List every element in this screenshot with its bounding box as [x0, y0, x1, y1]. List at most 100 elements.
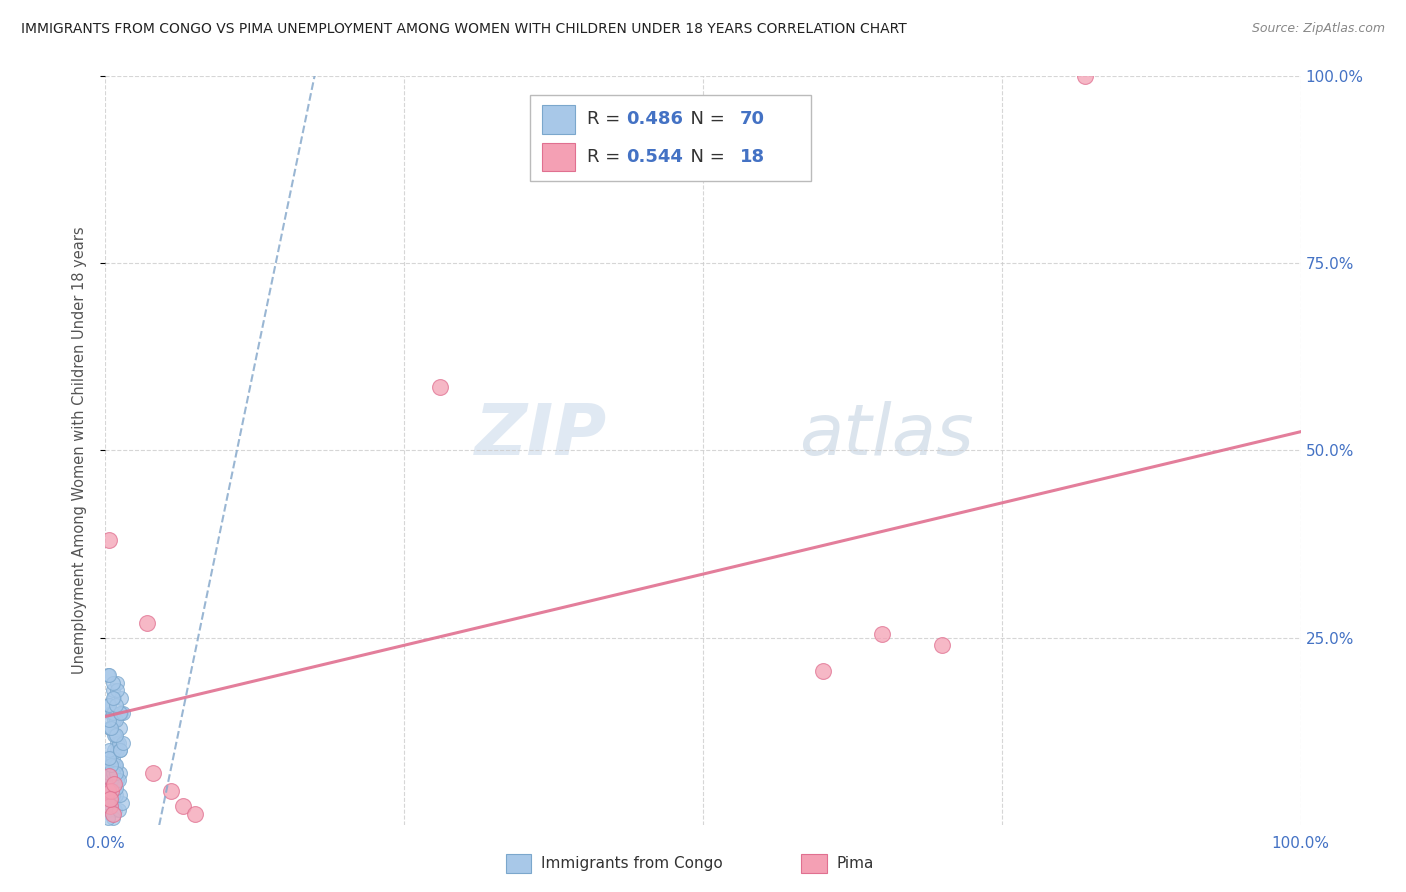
Point — [101, 690, 124, 705]
Point — [101, 750, 124, 764]
Point — [108, 706, 131, 720]
Point — [101, 811, 124, 825]
Point — [101, 765, 124, 780]
Point — [98, 773, 121, 788]
Point — [112, 736, 135, 750]
Point — [98, 750, 121, 764]
Point — [108, 765, 131, 780]
Point — [108, 743, 131, 757]
Point — [105, 758, 128, 772]
Point — [100, 796, 122, 810]
Point — [101, 758, 124, 772]
Point — [98, 792, 121, 806]
Point — [98, 769, 121, 783]
Text: Immigrants from Congo: Immigrants from Congo — [541, 856, 723, 871]
Point — [98, 750, 121, 764]
Point — [429, 380, 451, 394]
Point — [98, 698, 121, 713]
Point — [101, 788, 124, 802]
Point — [172, 799, 194, 814]
Text: 18: 18 — [740, 148, 765, 166]
Point — [107, 803, 129, 817]
Point — [98, 743, 121, 757]
Point — [100, 784, 122, 798]
Point — [142, 765, 165, 780]
Point — [104, 728, 127, 742]
FancyBboxPatch shape — [541, 105, 575, 134]
FancyBboxPatch shape — [530, 95, 810, 181]
Point — [97, 788, 120, 802]
Point — [105, 765, 128, 780]
Point — [100, 758, 122, 772]
Point — [100, 706, 122, 720]
Point — [98, 698, 121, 713]
Point — [101, 675, 124, 690]
Point — [107, 743, 129, 757]
Point — [107, 736, 129, 750]
Text: 70: 70 — [740, 111, 765, 128]
Point — [97, 811, 120, 825]
Point — [105, 765, 128, 780]
Text: 0.486: 0.486 — [627, 111, 683, 128]
Point — [98, 765, 121, 780]
Point — [97, 784, 120, 798]
Point — [108, 743, 131, 757]
Text: IMMIGRANTS FROM CONGO VS PIMA UNEMPLOYMENT AMONG WOMEN WITH CHILDREN UNDER 18 YE: IMMIGRANTS FROM CONGO VS PIMA UNEMPLOYME… — [21, 22, 907, 37]
Point — [105, 698, 128, 713]
Point — [97, 796, 120, 810]
Point — [108, 788, 131, 802]
Point — [98, 765, 121, 780]
Point — [105, 728, 128, 742]
Point — [98, 780, 121, 795]
Text: atlas: atlas — [799, 401, 973, 470]
Point — [107, 683, 129, 698]
Point — [98, 533, 121, 548]
Text: R =: R = — [588, 148, 626, 166]
Text: 0.544: 0.544 — [627, 148, 683, 166]
Point — [184, 806, 207, 821]
Point — [107, 773, 129, 788]
Point — [107, 736, 129, 750]
Point — [107, 773, 129, 788]
Point — [98, 780, 121, 795]
Point — [98, 799, 121, 814]
Point — [98, 713, 121, 727]
Point — [103, 743, 125, 757]
Point — [98, 668, 121, 682]
Point — [103, 690, 125, 705]
Point — [811, 665, 834, 679]
Point — [931, 638, 953, 652]
Text: Pima: Pima — [837, 856, 875, 871]
Point — [105, 788, 128, 802]
Point — [111, 796, 134, 810]
Point — [105, 713, 128, 727]
Point — [103, 777, 125, 791]
Point — [110, 690, 132, 705]
Point — [110, 706, 132, 720]
Point — [101, 806, 124, 821]
Point — [103, 728, 125, 742]
Point — [98, 758, 121, 772]
Point — [98, 721, 121, 735]
Point — [101, 706, 124, 720]
Text: N =: N = — [679, 148, 731, 166]
Point — [100, 721, 122, 735]
Point — [104, 758, 127, 772]
Point — [160, 784, 183, 798]
Point — [98, 803, 121, 817]
Point — [103, 713, 125, 727]
Point — [98, 721, 121, 735]
Text: Source: ZipAtlas.com: Source: ZipAtlas.com — [1251, 22, 1385, 36]
Point — [136, 615, 159, 630]
Point — [103, 780, 125, 795]
Point — [108, 721, 131, 735]
Point — [104, 803, 127, 817]
Point — [107, 675, 129, 690]
FancyBboxPatch shape — [541, 143, 575, 171]
Point — [97, 668, 120, 682]
Point — [105, 780, 128, 795]
Point — [100, 773, 122, 788]
Text: R =: R = — [588, 111, 626, 128]
Point — [101, 683, 124, 698]
Y-axis label: Unemployment Among Women with Children Under 18 years: Unemployment Among Women with Children U… — [72, 227, 87, 674]
